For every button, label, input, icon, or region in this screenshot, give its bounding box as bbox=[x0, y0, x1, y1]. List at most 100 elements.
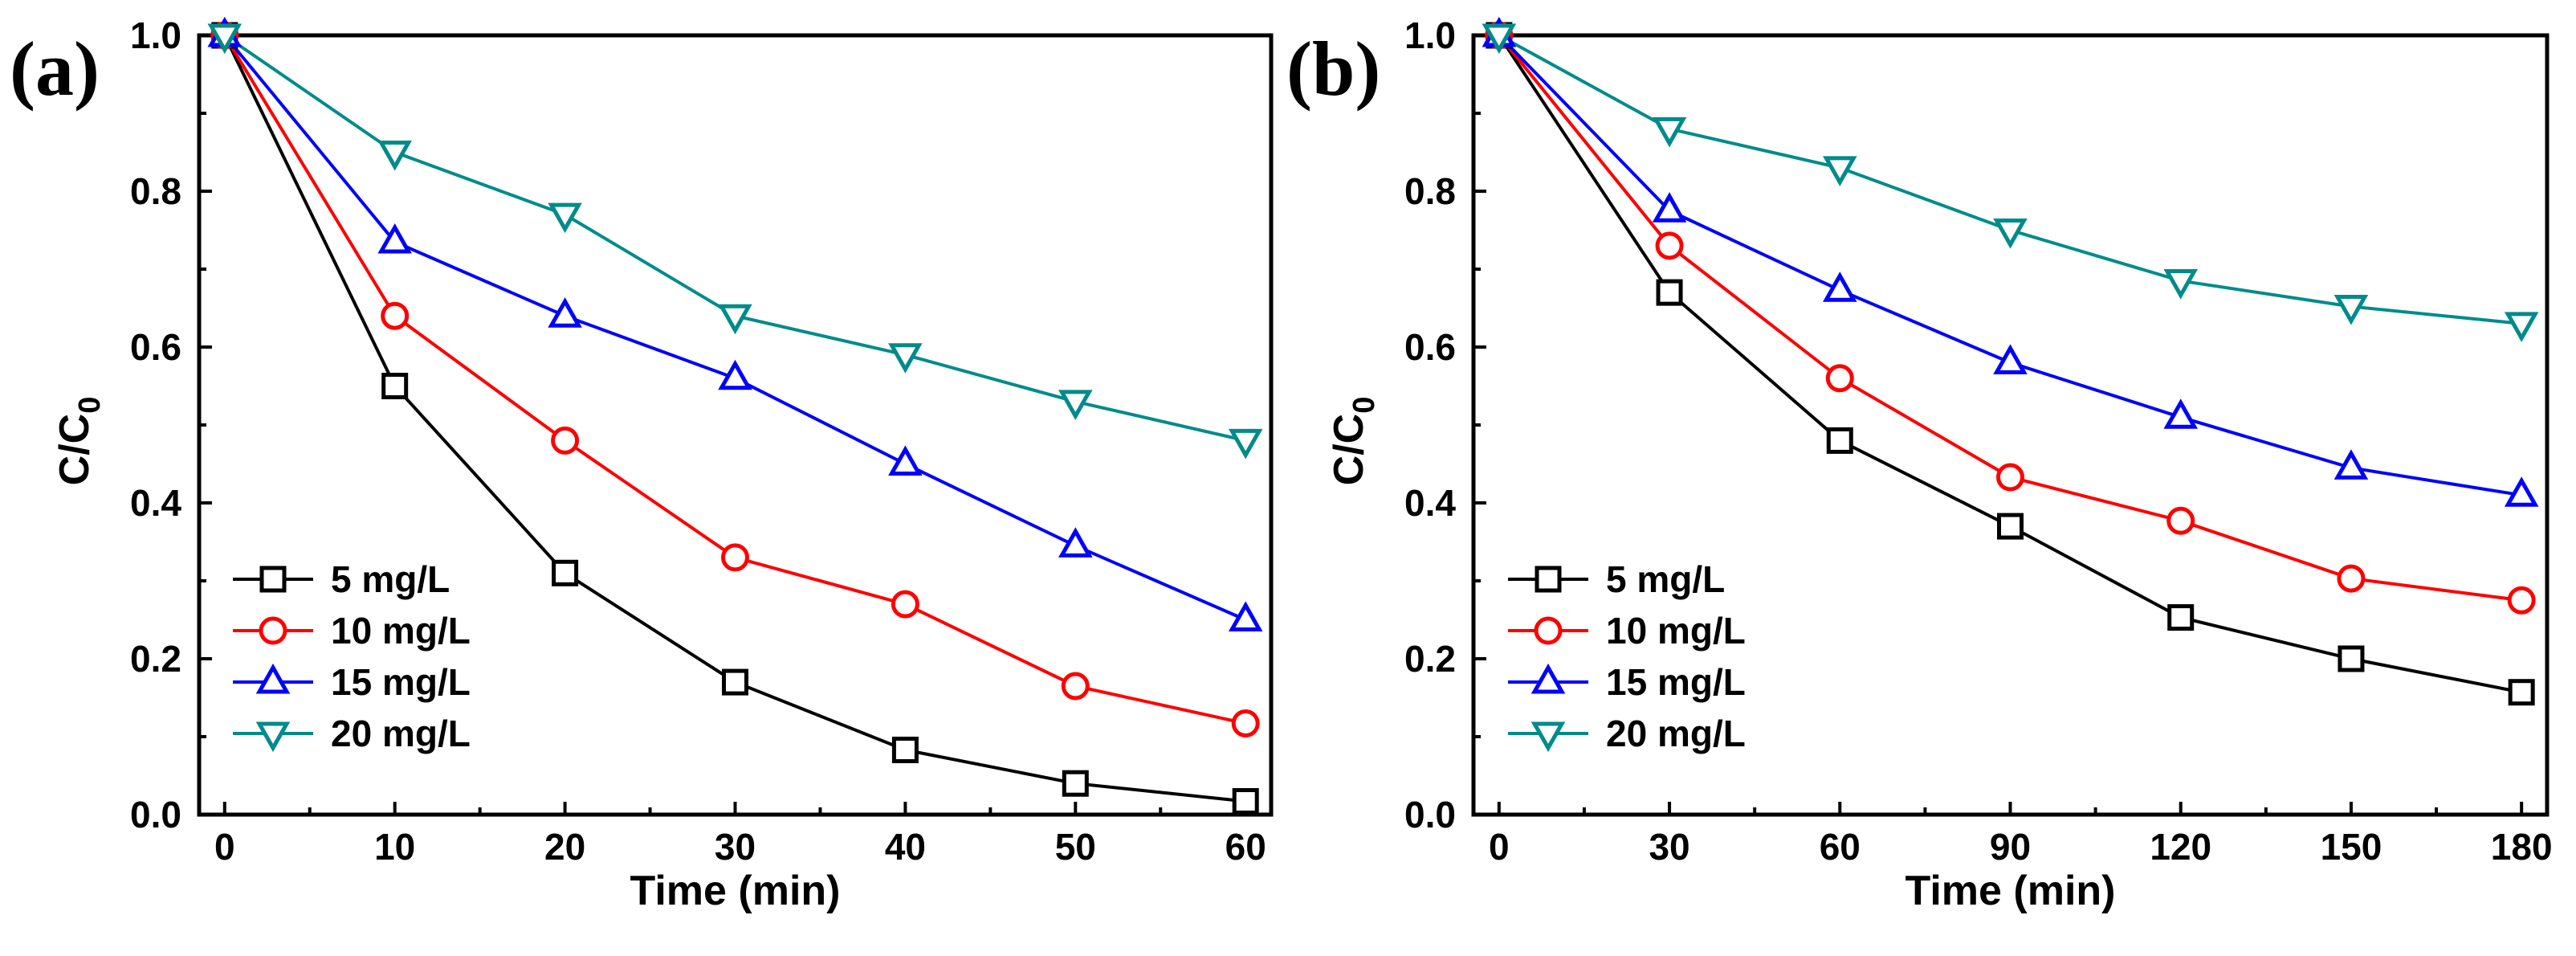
data-point-10-mg-l bbox=[2507, 586, 2536, 615]
legend-label-10-mg-l: 10 mg/L bbox=[331, 610, 471, 652]
y-axis-label: C/C0 bbox=[1326, 397, 1381, 486]
data-point-15-mg-l bbox=[548, 297, 582, 328]
data-point-20-mg-l bbox=[718, 304, 752, 335]
data-point-20-mg-l bbox=[1228, 428, 1263, 460]
legend-label-5-mg-l: 5 mg/L bbox=[331, 558, 450, 600]
x-tick-label: 60 bbox=[1225, 826, 1266, 868]
data-point-20-mg-l bbox=[1058, 390, 1093, 420]
data-point-10-mg-l bbox=[1061, 672, 1090, 701]
series-line-20-mg-l bbox=[1498, 34, 2522, 325]
x-tick-label: 20 bbox=[544, 826, 585, 868]
legend-marker-10-mg-l bbox=[1534, 616, 1563, 645]
data-point-15-mg-l bbox=[1228, 601, 1263, 631]
data-point-15-mg-l bbox=[1058, 527, 1093, 558]
data-point-15-mg-l bbox=[1993, 344, 2028, 374]
x-tick-label: 150 bbox=[2321, 826, 2382, 868]
data-point-15-mg-l bbox=[1652, 192, 1687, 223]
x-tick-label: 180 bbox=[2491, 826, 2553, 868]
data-point-20-mg-l bbox=[1822, 156, 1857, 186]
x-tick-label: 10 bbox=[374, 826, 415, 868]
data-point-10-mg-l bbox=[1231, 709, 1260, 738]
legend-label-15-mg-l: 15 mg/L bbox=[331, 661, 471, 703]
data-point-10-mg-l bbox=[721, 543, 749, 572]
legend-marker-15-mg-l bbox=[1531, 663, 1566, 694]
data-point-10-mg-l bbox=[551, 426, 580, 455]
data-point-5-mg-l bbox=[1062, 770, 1089, 797]
y-tick-label: 0.0 bbox=[130, 794, 181, 835]
y-tick-label: 0.0 bbox=[1404, 794, 1456, 835]
x-tick-label: 30 bbox=[715, 826, 756, 868]
data-point-5-mg-l bbox=[2508, 679, 2535, 706]
data-point-20-mg-l bbox=[2333, 295, 2369, 325]
data-point-5-mg-l bbox=[2167, 604, 2195, 631]
data-point-5-mg-l bbox=[552, 559, 579, 586]
x-tick-label: 40 bbox=[885, 826, 926, 868]
data-point-5-mg-l bbox=[2338, 645, 2365, 672]
panel-a: (a) 0 10 20 30 40 50 60 0.0 0.2 0.4 0.6 0.8 1.0 Time … bbox=[10, 14, 1274, 914]
data-point-15-mg-l bbox=[2333, 449, 2369, 480]
legend-label-20-mg-l: 20 mg/L bbox=[331, 713, 471, 754]
data-point-15-mg-l bbox=[2504, 476, 2539, 507]
legend-label-5-mg-l: 5 mg/L bbox=[1606, 558, 1725, 600]
y-tick-label: 0.2 bbox=[1404, 638, 1456, 680]
x-axis-label: Time (min) bbox=[630, 868, 841, 914]
panel-b-label: (b) bbox=[1286, 26, 1380, 112]
data-point-15-mg-l bbox=[1822, 272, 1857, 302]
y-axis-label-subscript: 0 bbox=[1347, 397, 1381, 414]
data-point-20-mg-l bbox=[2504, 312, 2539, 342]
data-point-15-mg-l bbox=[888, 445, 923, 476]
data-point-20-mg-l bbox=[2163, 269, 2199, 300]
data-point-20-mg-l bbox=[1482, 23, 1517, 55]
data-point-5-mg-l bbox=[722, 668, 748, 696]
x-tick-label: 30 bbox=[1649, 826, 1689, 868]
panel-b: (b) 0 30 60 90 120 150 180 0.0 0.2 0.4 0.6 0.8 1.0 Ti… bbox=[1286, 14, 2553, 914]
data-point-20-mg-l bbox=[888, 343, 923, 374]
data-point-15-mg-l bbox=[2163, 398, 2199, 429]
legend-marker-20-mg-l bbox=[255, 721, 291, 753]
y-tick-label: 0.6 bbox=[130, 326, 181, 368]
data-point-10-mg-l bbox=[891, 590, 919, 619]
legend-marker-5-mg-l bbox=[259, 566, 287, 593]
y-axis-label-subscript: 0 bbox=[73, 397, 107, 414]
legend-label-15-mg-l: 15 mg/L bbox=[1606, 661, 1746, 703]
legend-label-10-mg-l: 10 mg/L bbox=[1606, 610, 1746, 652]
y-axis-label: C/C0 bbox=[51, 397, 107, 486]
data-point-10-mg-l bbox=[1996, 463, 2024, 492]
x-axis-label: Time (min) bbox=[1906, 868, 2116, 914]
data-point-10-mg-l bbox=[381, 301, 410, 330]
data-point-5-mg-l bbox=[891, 736, 919, 763]
legend-marker-5-mg-l bbox=[1535, 566, 1562, 593]
y-tick-label: 0.6 bbox=[1404, 326, 1456, 368]
legend-label-20-mg-l: 20 mg/L bbox=[1606, 713, 1746, 754]
y-tick-label: 0.8 bbox=[130, 170, 181, 212]
data-point-5-mg-l bbox=[1997, 513, 2024, 540]
y-tick-label: 0.4 bbox=[1404, 482, 1456, 524]
data-point-5-mg-l bbox=[1232, 788, 1259, 815]
data-point-10-mg-l bbox=[1825, 364, 1854, 393]
x-tick-label: 60 bbox=[1820, 826, 1861, 868]
data-point-20-mg-l bbox=[1993, 219, 2028, 249]
legend-marker-10-mg-l bbox=[259, 616, 287, 645]
data-point-15-mg-l bbox=[377, 223, 412, 254]
data-point-20-mg-l bbox=[377, 141, 412, 171]
data-point-15-mg-l bbox=[718, 359, 752, 390]
legend-marker-15-mg-l bbox=[255, 663, 291, 694]
data-point-20-mg-l bbox=[207, 23, 243, 55]
y-tick-label: 1.0 bbox=[130, 14, 181, 56]
data-point-20-mg-l bbox=[548, 202, 582, 234]
x-tick-label: 0 bbox=[214, 826, 235, 868]
x-tick-label: 50 bbox=[1055, 826, 1096, 868]
y-tick-label: 0.8 bbox=[1404, 170, 1456, 212]
data-point-10-mg-l bbox=[2166, 506, 2195, 535]
x-tick-label: 0 bbox=[1489, 826, 1510, 868]
x-tick-label: 120 bbox=[2150, 826, 2211, 868]
data-point-10-mg-l bbox=[2337, 564, 2366, 593]
legend-marker-20-mg-l bbox=[1531, 721, 1566, 753]
y-tick-label: 0.2 bbox=[130, 638, 181, 680]
y-tick-label: 1.0 bbox=[1404, 14, 1456, 56]
x-tick-label: 90 bbox=[1990, 826, 2031, 868]
data-point-5-mg-l bbox=[381, 373, 409, 399]
panel-a-label: (a) bbox=[10, 26, 100, 112]
data-point-10-mg-l bbox=[1655, 231, 1684, 260]
